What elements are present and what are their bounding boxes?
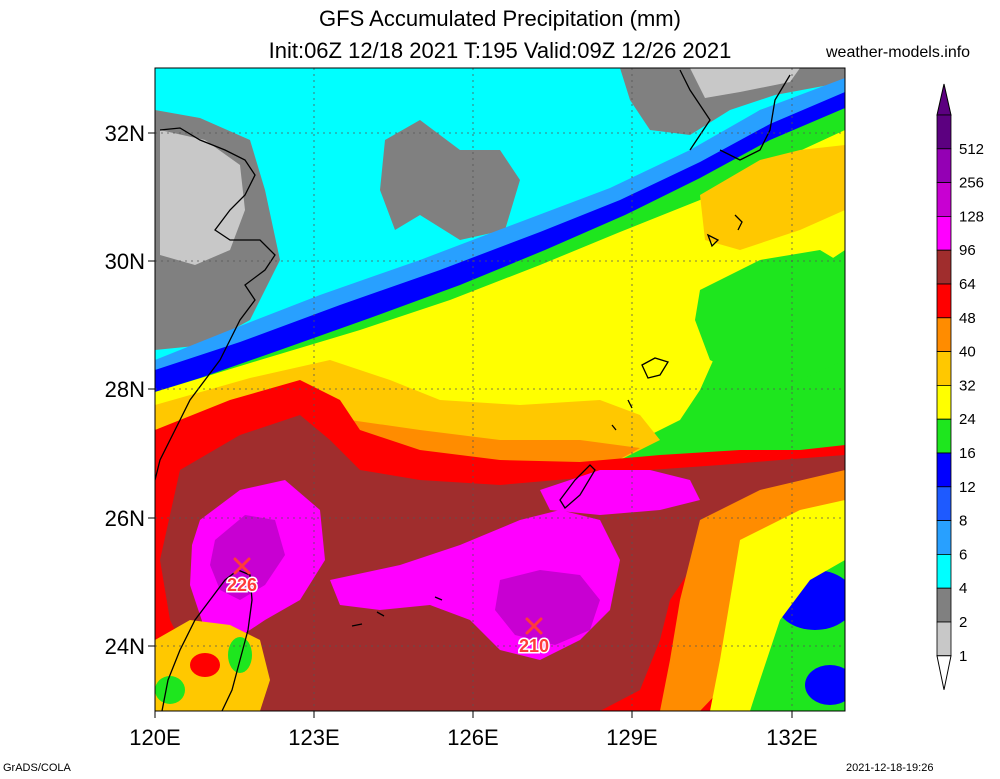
coastline-taiwan — [161, 569, 253, 711]
field-lightgray-northwest — [160, 130, 245, 265]
legend-swatch — [936, 249, 952, 285]
max-marker-east-value: 210 — [519, 636, 549, 656]
legend-label: 8 — [959, 513, 967, 530]
legend-swatch — [936, 486, 952, 521]
field-orange-northeast — [700, 145, 845, 250]
coastline-ryukyu — [351, 214, 743, 627]
map-title: GFS Accumulated Precipitation (mm) — [319, 6, 681, 31]
legend-swatch — [936, 452, 952, 488]
lon-label-129e: 129E — [606, 725, 657, 750]
lat-label-24n: 24N — [105, 634, 145, 659]
field-lightgray-northeast — [690, 68, 800, 98]
field-gray-northeast — [620, 68, 845, 135]
field-darkblue-band — [155, 92, 845, 392]
legend-arrow-top — [936, 83, 952, 116]
legend-swatch — [936, 283, 952, 319]
field-southwest-green-2 — [155, 676, 185, 704]
footer-timestamp: 2021-12-18-19:26 — [846, 762, 934, 774]
legend-label: 64 — [959, 276, 976, 293]
legend-label: 96 — [959, 242, 976, 259]
axis-ticks — [148, 132, 793, 718]
legend-label: 12 — [959, 479, 976, 496]
legend-label: 6 — [959, 546, 967, 563]
legend-swatch — [936, 182, 952, 217]
max-marker-west: 226 — [225, 557, 259, 597]
precipitation-field: 226 210 — [155, 68, 845, 711]
legend-label: 48 — [959, 310, 976, 327]
legend-swatch — [936, 621, 952, 657]
legend-label: 1 — [959, 648, 967, 665]
legend-label: 40 — [959, 344, 976, 361]
legend-swatch — [936, 114, 952, 150]
field-green-pocket — [695, 250, 845, 380]
footer-software: GrADS/COLA — [3, 762, 71, 774]
max-marker-east: 210 — [517, 617, 551, 658]
lon-label-126e: 126E — [447, 725, 498, 750]
legend-swatch — [936, 384, 952, 420]
legend-label: 256 — [959, 175, 984, 192]
field-blue-southeast-2 — [805, 665, 845, 705]
legend-label: 32 — [959, 377, 976, 394]
field-southwest-green — [228, 637, 252, 673]
legend-arrow-bottom — [936, 655, 952, 690]
lon-label-132e: 132E — [766, 725, 817, 750]
field-purple-center — [495, 570, 600, 645]
legend-swatch — [936, 317, 952, 352]
legend-swatch — [936, 554, 952, 589]
legend-label: 24 — [959, 411, 976, 428]
legend-swatch — [936, 587, 952, 623]
legend-swatch — [936, 148, 952, 184]
grid-lines — [155, 68, 845, 711]
field-gray-center — [380, 120, 520, 240]
coastline-korea-japan — [679, 69, 791, 161]
legend-label: 4 — [959, 580, 967, 597]
legend-swatch — [936, 351, 952, 386]
legend-label: 128 — [959, 208, 984, 225]
coastline-china — [155, 127, 276, 481]
lat-label-32n: 32N — [105, 121, 145, 146]
lat-label-30n: 30N — [105, 249, 145, 274]
field-blue-band — [155, 78, 845, 382]
lon-label-123e: 123E — [288, 725, 339, 750]
legend-swatch — [936, 215, 952, 251]
site-label: weather-models.info — [826, 44, 971, 61]
legend-label: 2 — [959, 614, 967, 631]
field-magenta-strip — [540, 470, 700, 515]
legend-swatch — [936, 418, 952, 454]
field-southwest-red — [190, 653, 220, 677]
map-subtitle: Init:06Z 12/18 2021 T:195 Valid:09Z 12/2… — [268, 38, 732, 63]
field-purple-west — [210, 515, 285, 600]
field-yellow-southeast — [710, 500, 845, 711]
legend-label: 512 — [959, 141, 984, 158]
lat-label-26n: 26N — [105, 506, 145, 531]
legend-swatch — [936, 520, 952, 555]
max-marker-west-value: 226 — [227, 575, 257, 595]
legend-label: 16 — [959, 445, 976, 462]
lon-label-120e: 120E — [129, 725, 180, 750]
lat-label-28n: 28N — [105, 377, 145, 402]
